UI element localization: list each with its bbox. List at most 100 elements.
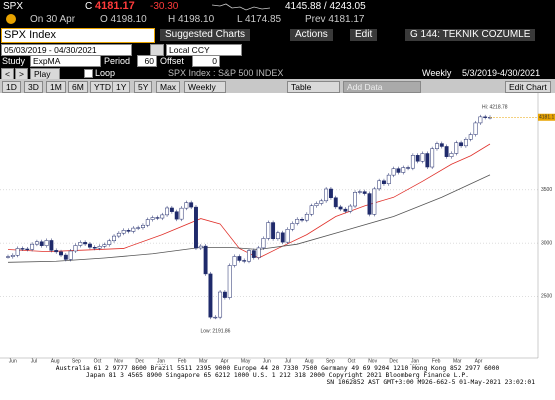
- candle: [20, 248, 25, 250]
- candle: [227, 265, 232, 298]
- candle: [179, 207, 184, 220]
- candle: [131, 227, 136, 232]
- candle: [222, 291, 227, 298]
- candle: [150, 217, 155, 220]
- candle: [194, 206, 198, 249]
- candle: [203, 245, 208, 275]
- candle: [184, 202, 189, 209]
- period-input[interactable]: 60: [137, 55, 157, 67]
- candle: [304, 213, 309, 221]
- offset-label: Offset: [160, 56, 184, 66]
- candle: [420, 153, 425, 162]
- period-button[interactable]: 6M: [68, 81, 88, 93]
- year-label: 2021: [409, 364, 420, 365]
- candle: [10, 255, 15, 257]
- close-label: C: [85, 1, 93, 12]
- candle: [357, 191, 362, 193]
- footer-line: Australia 61 2 9777 8600 Brazil 5511 239…: [55, 365, 500, 372]
- period-button[interactable]: 1M: [46, 81, 66, 93]
- period-button[interactable]: YTD: [90, 81, 115, 93]
- candle: [92, 247, 97, 249]
- edit-chart[interactable]: Edit Chart: [505, 81, 551, 93]
- candle: [63, 254, 68, 260]
- candle: [25, 248, 30, 251]
- candle: [435, 143, 439, 149]
- last-price-tag: [538, 113, 555, 121]
- candle: [189, 202, 194, 208]
- frequency: Weekly: [422, 68, 452, 78]
- x-tick-label: Jun: [263, 358, 271, 364]
- candle: [83, 242, 88, 245]
- candle: [155, 217, 160, 219]
- x-tick-label: Nov: [114, 358, 123, 364]
- candle: [410, 155, 415, 169]
- high: H 4198.10: [168, 14, 215, 25]
- candle: [97, 246, 102, 249]
- moving-average: [7, 143, 491, 259]
- candle: [39, 241, 44, 246]
- y-tick-label: 3500: [541, 187, 552, 193]
- icon: [6, 14, 16, 24]
- x-tick-label: Aug: [51, 358, 60, 364]
- plot-background: [0, 93, 555, 365]
- candle: [473, 122, 478, 135]
- study-select[interactable]: ExpMA: [30, 55, 101, 67]
- period-button[interactable]: 1D: [2, 81, 21, 93]
- x-tick-label: Oct: [348, 358, 356, 364]
- candle: [107, 240, 112, 245]
- candle: [478, 116, 483, 124]
- candle: [319, 200, 324, 204]
- candle: [396, 168, 401, 173]
- tab[interactable]: G 144: TEKNIK COZUMLE: [405, 29, 536, 41]
- candle: [126, 230, 131, 232]
- x-tick-label: Mar: [199, 358, 208, 364]
- candle: [213, 316, 218, 319]
- security-input[interactable]: SPX Index: [1, 28, 155, 43]
- candle: [300, 218, 304, 221]
- candle: [121, 230, 126, 234]
- candle: [78, 242, 83, 246]
- candle: [372, 188, 377, 215]
- period-button[interactable]: 1Y: [112, 81, 131, 93]
- candle: [454, 142, 459, 154]
- period-button[interactable]: Max: [156, 81, 181, 93]
- offset-input[interactable]: 0: [192, 55, 220, 67]
- calendar[interactable]: [150, 44, 164, 56]
- x-tick-label: Mar: [453, 358, 462, 364]
- candle: [483, 116, 488, 118]
- open: O 4198.10: [100, 14, 147, 25]
- period-button[interactable]: 5Y: [134, 81, 153, 93]
- candle: [232, 256, 237, 266]
- add-data[interactable]: Add Data: [343, 81, 421, 93]
- tab[interactable]: Edit: [350, 29, 378, 41]
- x-tick-label: Feb: [178, 358, 187, 364]
- candle: [59, 251, 63, 256]
- year-label: 2020: [155, 364, 166, 365]
- tab[interactable]: Actions: [290, 29, 333, 41]
- frequency-select[interactable]: Weekly: [184, 81, 226, 93]
- ticker: SPX: [3, 1, 24, 12]
- candle: [218, 291, 223, 318]
- x-tick-label: Jul: [31, 358, 37, 364]
- candle: [15, 248, 20, 256]
- period-button[interactable]: 3D: [24, 81, 43, 93]
- candle: [415, 155, 420, 162]
- x-tick-label: Jan: [411, 358, 419, 364]
- candle: [160, 214, 165, 219]
- candle: [280, 232, 285, 243]
- span: 5/3/2019-4/30/2021: [462, 68, 541, 78]
- y-tick-label: 2500: [541, 294, 552, 300]
- candle: [377, 180, 382, 190]
- candle: [141, 224, 145, 228]
- x-tick-label: Dec: [389, 358, 398, 364]
- x-tick-label: Aug: [305, 358, 314, 364]
- candle: [169, 207, 174, 212]
- loop-checkbox[interactable]: [84, 69, 93, 78]
- candle: [242, 260, 247, 262]
- tab[interactable]: Suggested Charts: [160, 29, 251, 41]
- candle: [275, 232, 280, 239]
- candle: [112, 235, 116, 242]
- candle: [425, 153, 430, 168]
- candle: [256, 247, 261, 258]
- table-button[interactable]: Table: [287, 81, 340, 93]
